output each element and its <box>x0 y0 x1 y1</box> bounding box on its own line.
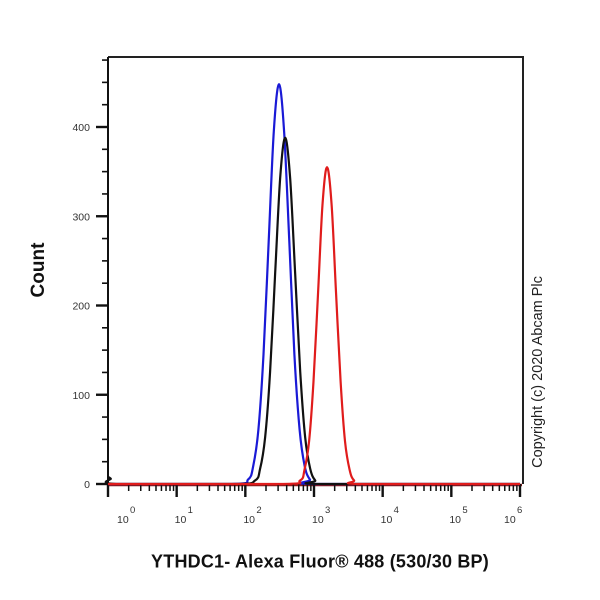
x-axis-title: YTHDC1- Alexa Fluor® 488 (530/30 BP) <box>151 551 489 572</box>
x-tick-label: 105 <box>449 505 467 526</box>
y-tick-label: 200 <box>72 301 90 313</box>
y-tick-label: 400 <box>72 122 90 134</box>
x-tick-label-base: 10 <box>312 514 324 526</box>
x-tick-label: 101 <box>175 505 193 526</box>
x-tick-label-exponent: 4 <box>394 505 399 516</box>
black-histogram <box>104 136 520 486</box>
x-tick-label-base: 10 <box>504 514 516 526</box>
x-tick-label-base: 10 <box>117 514 129 526</box>
x-tick-label-base: 10 <box>449 514 461 526</box>
y-tick-label: 0 <box>84 479 90 491</box>
x-tick-label-base: 10 <box>175 514 187 526</box>
x-tick-label: 100 <box>117 505 135 526</box>
x-tick-label-base: 10 <box>381 514 393 526</box>
copyright-notice: Copyright (c) 2020 Abcam Plc <box>530 276 546 468</box>
histogram-series <box>104 83 520 486</box>
y-tick-label: 300 <box>72 211 90 223</box>
x-tick-label-base: 10 <box>243 514 255 526</box>
x-tick-label: 103 <box>312 505 330 526</box>
x-tick-label-exponent: 6 <box>517 505 522 516</box>
x-tick-label-exponent: 5 <box>462 505 467 516</box>
x-tick-label-exponent: 0 <box>130 505 135 516</box>
y-axis: 0 100 200 300 400 <box>72 57 109 492</box>
plot-frame <box>108 56 524 484</box>
x-tick-label: 102 <box>243 505 261 526</box>
blue-histogram <box>107 83 520 486</box>
y-axis-title: Count <box>28 242 49 298</box>
x-tick-label: 104 <box>381 505 399 526</box>
plot-border <box>108 56 524 484</box>
x-tick-label: 106 <box>504 505 522 526</box>
x-tick-label-exponent: 3 <box>325 505 330 516</box>
x-tick-label-exponent: 2 <box>256 505 261 516</box>
y-tick-label: 100 <box>72 390 90 402</box>
x-tick-label-exponent: 1 <box>188 505 193 516</box>
red-histogram <box>107 166 520 486</box>
